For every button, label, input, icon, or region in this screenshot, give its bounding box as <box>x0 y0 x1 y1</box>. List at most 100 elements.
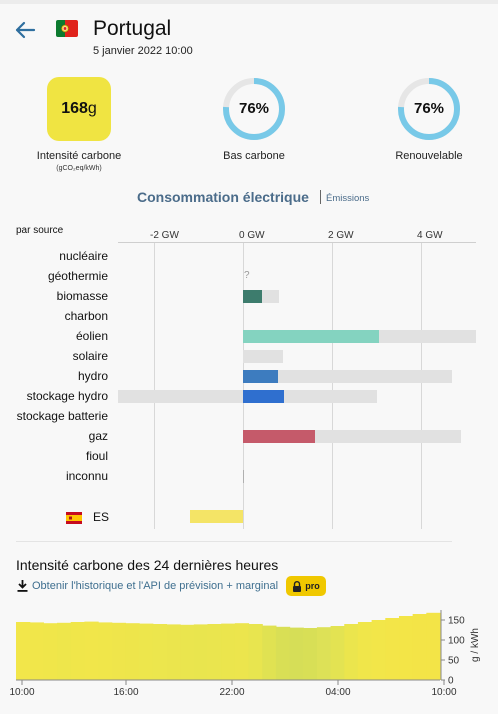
production-bar <box>243 430 316 443</box>
unknown-mark: ? <box>244 270 250 281</box>
source-label: charbon <box>64 309 108 323</box>
portugal-flag-icon <box>56 20 78 37</box>
tab-separator <box>320 190 321 204</box>
source-label: géothermie <box>47 269 108 283</box>
x-gridline <box>154 243 155 529</box>
renewable-ring-fill <box>398 78 460 140</box>
zone-title: Portugal <box>93 17 172 40</box>
history-area-segment <box>139 623 154 680</box>
carbon-intensity-unit-label: (gCO₂eq/kWh) <box>56 165 102 172</box>
by-source-label: par source <box>16 225 64 236</box>
exchange-country-label: ES <box>93 510 110 524</box>
emissions-tab[interactable]: Émissions <box>326 193 370 204</box>
history-area-segment <box>371 620 386 680</box>
source-label: hydro <box>77 369 108 383</box>
history-area-segment <box>262 625 277 680</box>
source-label: gaz <box>88 429 108 443</box>
source-label: éolien <box>75 329 108 343</box>
source-label: stockage hydro <box>26 389 108 403</box>
x-tick-label: 2 GW <box>328 230 354 241</box>
history-y-tick-label: 50 <box>448 656 460 667</box>
history-area-segment <box>221 623 236 680</box>
renewable-ring <box>398 78 460 140</box>
lock-icon <box>293 580 302 592</box>
production-bar <box>243 290 262 303</box>
x-gridline <box>332 243 333 529</box>
history-title: Intensité carbone des 24 dernières heure… <box>16 557 279 573</box>
history-area-segment <box>289 627 304 680</box>
source-label: biomasse <box>56 289 108 303</box>
source-label: fioul <box>85 449 108 463</box>
back-arrow-icon[interactable] <box>14 20 36 40</box>
production-bar <box>243 330 379 343</box>
history-area-segment <box>330 626 345 680</box>
history-x-tick-label: 16:00 <box>113 687 138 698</box>
history-x-tick-label: 04:00 <box>325 687 350 698</box>
exchange-bar <box>189 510 243 523</box>
production-bar-chart: -2 GW 0 GW 2 GW 4 GW nucléaire géothermie? bio… <box>16 230 476 529</box>
x-axis-line <box>118 242 476 243</box>
renewable-label: Renouvelable <box>395 150 463 162</box>
history-area-segment <box>43 623 58 680</box>
spain-flag-icon <box>66 511 82 524</box>
section-divider <box>16 541 452 542</box>
history-area-segment <box>16 622 31 680</box>
top-edge <box>0 0 498 4</box>
history-area-segment <box>84 621 99 680</box>
x-tick-label: -2 GW <box>150 230 179 241</box>
production-bar <box>243 370 278 383</box>
history-area-segment <box>357 622 373 680</box>
history-area-segment <box>111 622 127 680</box>
history-area-segment <box>125 623 140 680</box>
carbon-intensity-label: Intensité carbone <box>36 150 122 162</box>
low-carbon-ring <box>223 78 285 140</box>
history-area-segment <box>207 624 222 680</box>
datetime-label: 5 janvier 2022 10:00 <box>93 45 193 57</box>
history-area-segment <box>248 624 263 680</box>
capacity-bar <box>243 350 284 363</box>
history-area-segment <box>412 614 427 680</box>
history-y-axis-label: g / kWh <box>470 628 481 662</box>
history-y-tick-label: 100 <box>448 636 465 647</box>
carbon-intensity-value: 168 <box>61 100 88 117</box>
source-label: stockage batterie <box>16 409 108 423</box>
history-area-segment <box>234 623 250 680</box>
history-area-segment <box>426 612 441 680</box>
history-area-segment <box>152 624 168 680</box>
history-y-tick-label: 150 <box>448 616 465 627</box>
pro-badge[interactable]: pro <box>286 576 326 596</box>
capacity-bar <box>243 370 453 383</box>
low-carbon-ring-fill <box>223 78 285 140</box>
source-label: nucléaire <box>59 249 108 263</box>
history-area-segment <box>316 627 332 680</box>
x-tick-label: 4 GW <box>417 230 443 241</box>
production-bar <box>243 390 284 403</box>
x-tick-label: 0 GW <box>239 230 265 241</box>
low-carbon-value: 76% <box>238 100 270 117</box>
history-area-segment <box>166 624 181 680</box>
carbon-intensity-box: 168 g <box>47 77 111 141</box>
history-area-segment <box>193 624 209 680</box>
history-area-segment <box>398 616 414 680</box>
pro-label: pro <box>305 581 320 591</box>
low-carbon-label: Bas carbone <box>223 150 285 162</box>
carbon-intensity-unit: g <box>87 100 97 117</box>
history-x-tick-label: 22:00 <box>219 687 244 698</box>
history-area-segment <box>180 624 195 680</box>
history-area-segment <box>385 618 400 680</box>
download-icon[interactable] <box>17 580 28 592</box>
history-area-segment <box>70 622 85 680</box>
production-bar <box>243 470 244 483</box>
history-area-segment <box>303 628 318 680</box>
renewable-value: 76% <box>413 100 445 117</box>
consumption-tab[interactable]: Consommation électrique <box>137 189 309 205</box>
source-label: solaire <box>72 349 108 363</box>
history-x-tick-label: 10:00 <box>9 687 34 698</box>
x-gridline <box>243 243 244 529</box>
history-area-chart: 150 100 50 0 g / kWh 10:00 16:00 22:00 04:00 10:0… <box>9 610 481 698</box>
history-area-segment <box>57 622 72 680</box>
history-area-segment <box>275 626 291 680</box>
history-area-segment <box>344 624 359 680</box>
history-api-link[interactable]: Obtenir l'historique et l'API de prévisi… <box>32 580 279 592</box>
history-y-tick-label: 0 <box>448 676 454 687</box>
